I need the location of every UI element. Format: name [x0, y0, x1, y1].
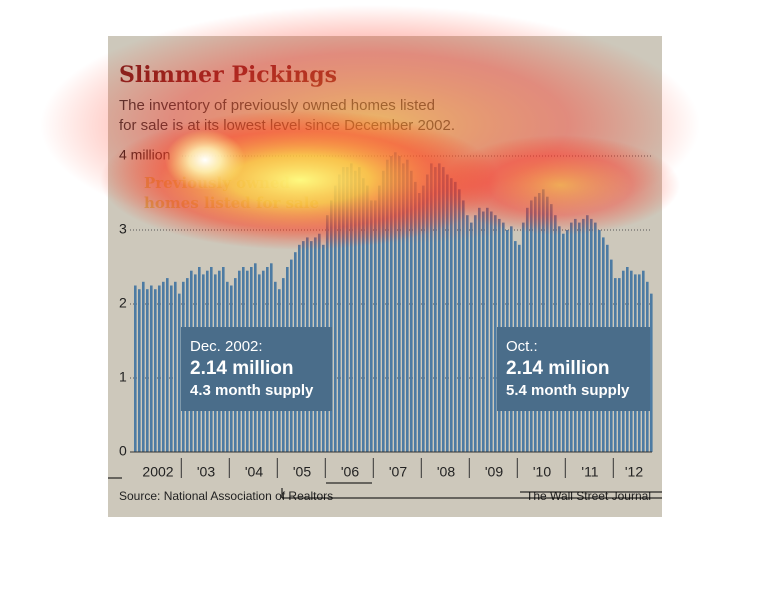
bar [158, 285, 161, 452]
bar [382, 170, 385, 453]
annotation-text: 2.14 million [506, 358, 609, 379]
bar [534, 196, 537, 452]
bar [170, 285, 173, 452]
bar [538, 193, 541, 452]
annotation-box [497, 327, 650, 411]
x-tick-label: '08 [437, 464, 455, 480]
y-tick-label: 1 [119, 369, 127, 385]
chart-title: Slimmer Pickings [119, 62, 337, 88]
source: Source: National Association of Realtors [119, 489, 333, 503]
bar [342, 167, 345, 452]
bar [370, 200, 373, 452]
bar [146, 289, 149, 452]
bar [410, 170, 413, 453]
bar [478, 207, 481, 452]
x-tick-label: '07 [389, 464, 407, 480]
y-tick-label: 3 [119, 221, 127, 237]
bar [166, 278, 169, 452]
x-tick-label: '04 [245, 464, 263, 480]
bar [434, 167, 437, 452]
y-tick-label: 4 million [119, 147, 170, 163]
bar [374, 200, 377, 452]
y-tick-label: 2 [119, 295, 127, 311]
bar [454, 181, 457, 452]
bar [358, 167, 361, 452]
bar [474, 215, 477, 452]
bar [386, 159, 389, 452]
annotation-text: Oct.: [506, 338, 538, 355]
bar [462, 200, 465, 452]
bar [334, 185, 337, 452]
bar [142, 281, 145, 452]
annotation-box [181, 327, 332, 411]
bar [418, 193, 421, 452]
bar [494, 215, 497, 452]
bar [430, 163, 433, 452]
bar [378, 185, 381, 452]
annotation-text: 4.3 month supply [190, 382, 314, 399]
bar [542, 189, 545, 453]
annotation-text: 2.14 million [190, 358, 293, 379]
bar [470, 222, 473, 452]
bar [426, 174, 429, 452]
bar [438, 163, 441, 452]
bar [402, 163, 405, 452]
bar [486, 207, 489, 452]
x-tick-label: '12 [625, 464, 643, 480]
bar [466, 215, 469, 452]
x-tick-label: '10 [533, 464, 551, 480]
bar [530, 200, 533, 452]
bar [490, 211, 493, 452]
bar [162, 281, 165, 452]
bar [134, 285, 137, 452]
bar [482, 211, 485, 452]
bar [406, 159, 409, 452]
subtitle: for sale is at its lowest level since De… [119, 117, 455, 134]
bar [650, 293, 653, 452]
bar [330, 200, 333, 452]
x-tick-label: '06 [341, 464, 359, 480]
bar [354, 170, 357, 453]
bar [138, 289, 141, 452]
bar [346, 167, 349, 452]
bar [450, 178, 453, 452]
annotation-text: 5.4 month supply [506, 382, 630, 399]
x-tick-label: 2002 [142, 464, 173, 480]
x-tick-label: '03 [197, 464, 215, 480]
bar [366, 185, 369, 452]
x-tick-label: '09 [485, 464, 503, 480]
bar [398, 156, 401, 452]
bar [150, 285, 153, 452]
x-tick-label: '05 [293, 464, 311, 480]
bar [422, 185, 425, 452]
bar [338, 174, 341, 452]
bar [154, 289, 157, 452]
bar [178, 293, 181, 452]
series-label: Previously owned [144, 174, 290, 192]
y-tick-label: 0 [119, 443, 127, 459]
bar [362, 178, 365, 452]
bar [390, 156, 393, 452]
bar [458, 189, 461, 453]
bar [350, 163, 353, 452]
bar [414, 181, 417, 452]
bar [394, 152, 397, 453]
subtitle: The inventory of previously owned homes … [119, 97, 435, 114]
bar [174, 281, 177, 452]
bar [442, 167, 445, 452]
series-label: homes listed for sale [144, 194, 319, 212]
credit: The Wall Street Journal [526, 489, 651, 503]
bar [546, 196, 549, 452]
x-tick-label: '11 [581, 464, 598, 480]
bar [446, 174, 449, 452]
annotation-text: Dec. 2002: [190, 338, 263, 355]
